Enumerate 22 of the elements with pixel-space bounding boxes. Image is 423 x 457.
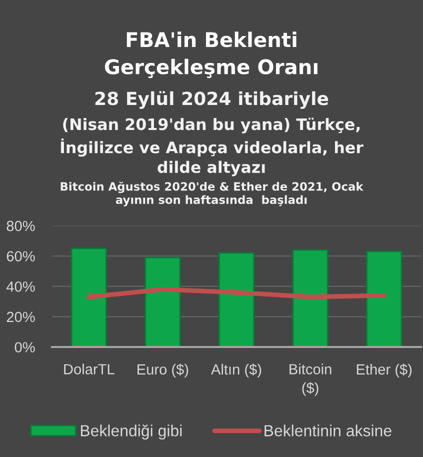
- y-tick-label: 40%: [6, 281, 35, 292]
- bar: [70, 248, 107, 347]
- legend-label: Beklendiği gibi: [80, 424, 182, 440]
- x-tick-label: Bitcoin ($): [290, 364, 332, 396]
- line-series: [86, 287, 386, 300]
- x-tick-label: DolarTL: [64, 364, 114, 374]
- bar: [144, 256, 181, 347]
- x-tick-label: Ether ($): [356, 364, 412, 378]
- bar: [292, 249, 328, 347]
- y-tick-label: 80%: [6, 220, 35, 232]
- bar: [366, 250, 402, 347]
- text: (Nisan 2019'dan bu yana) Türkçe, İngilizce ve Arapça videolarla, her dilde altyazı: [60, 118, 364, 176]
- x-tick-label: Altın ($): [211, 364, 262, 378]
- chart-title: FBA'in Beklenti Gerçekleşme Oranı: [104, 32, 318, 78]
- chart-subtitle: 28 Eylül 2024 itibariyle: [95, 91, 328, 109]
- y-tick-label: 60%: [6, 251, 35, 262]
- y-tick-label: 20%: [6, 312, 35, 322]
- text: Bitcoin Ağustos 2020'de & Ether de 2021, Ocak ayının son haftasında başladı: [60, 182, 364, 206]
- y-tick-label: 0%: [14, 342, 35, 352]
- bar: [218, 252, 255, 347]
- x-tick-label: Euro ($): [138, 364, 188, 378]
- legend-label: Beklentinin aksine: [264, 424, 392, 436]
